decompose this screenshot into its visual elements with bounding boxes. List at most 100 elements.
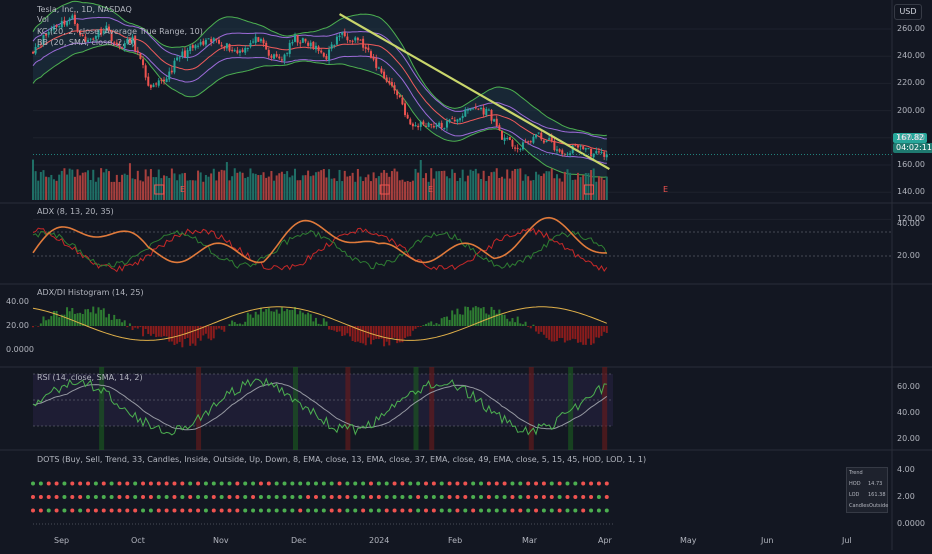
candle-body [244,48,246,53]
histogram-bar [467,307,469,326]
histogram-bar [365,326,367,345]
candle-body [208,38,210,39]
signal-dot [165,495,169,499]
candle-body [470,109,472,110]
candle-body [585,148,587,149]
volume-bar [242,173,244,200]
candle-body [480,108,482,109]
signal-dot [125,495,129,499]
signal-dot [196,495,200,499]
histogram-bar [582,326,584,345]
candle-body [328,49,330,60]
signal-dot [31,495,35,499]
signal-dot [78,482,82,486]
candle-body [231,50,233,51]
signal-dot [534,495,538,499]
volume-bar [391,171,393,200]
volume-bar [147,176,149,200]
candle-body [281,59,283,60]
signal-dot [455,495,459,499]
volume-bar [409,182,411,200]
volume-bar [472,171,474,200]
signal-dot [345,509,349,513]
signal-dot [573,509,577,513]
histogram-bar [509,321,511,326]
candle-body [197,46,199,47]
signal-dot [495,482,499,486]
signal-dot [267,482,271,486]
candle-body [483,108,485,115]
signal-dot [605,482,609,486]
volume-bar [192,180,194,200]
adx-line [33,218,607,263]
candle-body [477,108,479,109]
candle-body [472,109,474,110]
signal-dot [503,495,507,499]
volume-bar [35,171,37,200]
volume-bar [137,171,139,200]
signal-dot [393,495,397,499]
histogram-bar [464,307,466,326]
volume-bar [394,169,396,200]
signal-dot [306,509,310,513]
volume-bar [339,170,341,200]
histogram-bar [551,326,553,341]
volume-bar [415,169,417,200]
candle-body [498,125,500,130]
histogram-bar [263,312,265,326]
signal-dot [70,509,74,513]
volume-bar [318,172,320,200]
signal-dot [31,482,35,486]
volume-bar [56,181,58,200]
volume-bar [470,170,472,200]
signal-dot [141,482,145,486]
rsi-axis-tick: 60.00 [897,382,920,391]
signal-dot [298,482,302,486]
signal-dot [518,495,522,499]
volume-bar [37,181,39,200]
signal-dot [283,495,287,499]
histogram-bar [606,326,608,333]
signal-dot [141,509,145,513]
signal-dot [589,482,593,486]
signal-dot [94,509,98,513]
candle-body [525,142,527,143]
candle-body [517,148,519,149]
signal-dot [558,509,562,513]
histogram-bar [284,311,286,326]
signal-dot [39,495,43,499]
signal-dot [448,509,452,513]
volume-bar [446,176,448,200]
signal-dot [243,495,247,499]
signal-dot [228,509,232,513]
signal-dot [589,509,593,513]
currency-button[interactable]: USD [894,4,922,20]
signal-dot [259,482,263,486]
candle-body [446,121,448,128]
volume-bar [401,180,403,200]
signal-dot [361,509,365,513]
histogram-bar [585,326,587,345]
volume-bar [255,174,257,200]
signal-dot [338,495,342,499]
histogram-bar [362,326,364,343]
histogram-bar [530,326,532,328]
volume-bar [263,172,265,200]
candle-body [325,56,327,59]
signal-dot [298,509,302,513]
volume-bar [229,180,231,200]
signal-dot [377,509,381,513]
histogram-bar [367,326,369,338]
candle-body [155,83,157,84]
volume-bar [462,170,464,200]
volume-bar [215,180,217,200]
candle-body [147,77,149,86]
histogram-bar [383,326,385,346]
time-axis-tick: Nov [213,536,229,545]
candle-body [171,71,173,73]
volume-bar [231,176,233,200]
signal-dot [141,495,145,499]
